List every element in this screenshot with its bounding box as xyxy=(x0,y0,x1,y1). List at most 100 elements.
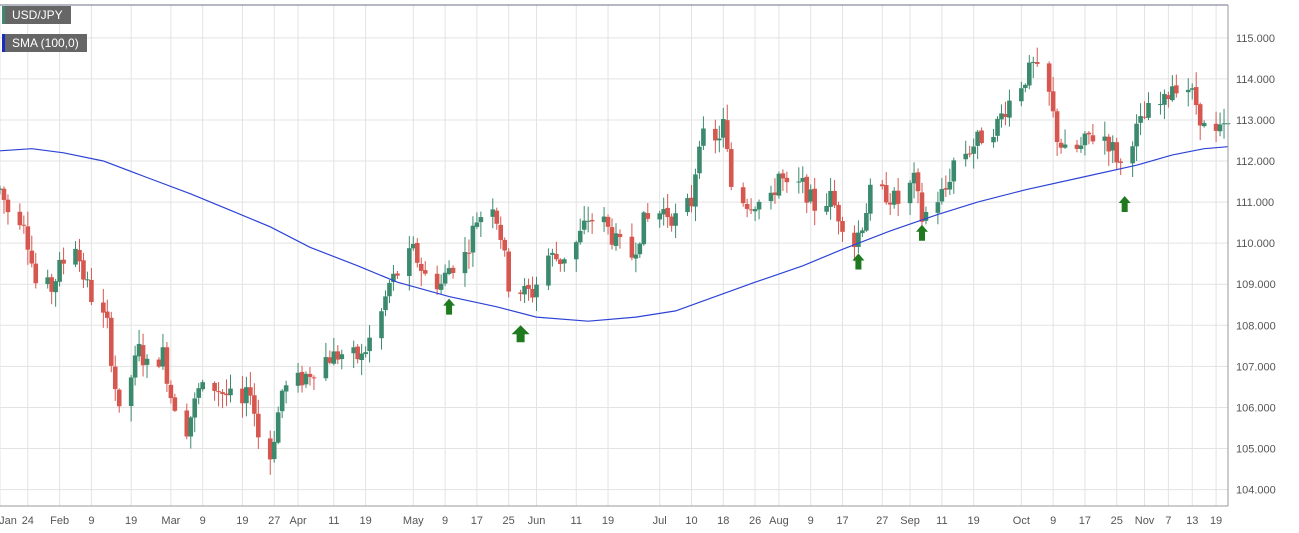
candle xyxy=(740,182,746,207)
candle xyxy=(689,185,694,213)
candle-body xyxy=(1086,132,1092,135)
candle-body xyxy=(367,337,372,352)
candle xyxy=(359,343,364,376)
candle-body xyxy=(1074,144,1080,149)
candle xyxy=(77,238,82,272)
candle-body xyxy=(359,353,364,361)
candle-body xyxy=(144,358,150,365)
candle xyxy=(502,237,508,257)
candle xyxy=(1221,108,1227,139)
candle-body xyxy=(1174,85,1179,94)
candle-body xyxy=(89,279,94,302)
sma-line xyxy=(0,146,1229,322)
candle-body xyxy=(1007,100,1012,118)
candle xyxy=(446,260,452,276)
candle-body xyxy=(21,224,27,226)
candle-body xyxy=(665,207,670,218)
candle-body xyxy=(776,173,782,196)
candle xyxy=(979,127,984,145)
x-tick-label: 18 xyxy=(717,515,729,527)
candle-body xyxy=(506,251,511,292)
candle-body xyxy=(935,202,941,213)
candle-body xyxy=(522,285,527,295)
candle xyxy=(907,180,913,215)
candle-body xyxy=(108,317,114,366)
candle xyxy=(1201,120,1207,128)
candle xyxy=(112,355,118,401)
candle-body xyxy=(883,185,889,203)
candle-body xyxy=(530,289,535,298)
candle-body xyxy=(856,232,861,247)
candle-body xyxy=(1050,91,1056,112)
candle xyxy=(494,207,500,230)
candle-body xyxy=(1193,87,1199,106)
candle-body xyxy=(963,153,969,160)
support-arrow xyxy=(511,325,530,343)
candle xyxy=(812,177,817,226)
candle xyxy=(383,290,388,317)
candle-body xyxy=(29,250,35,264)
candle-body xyxy=(466,252,472,254)
candle xyxy=(685,193,690,216)
candle xyxy=(967,145,972,158)
candle-body xyxy=(669,216,674,226)
candle-body xyxy=(1082,133,1088,146)
candle xyxy=(220,389,225,409)
candle-body xyxy=(999,113,1004,120)
x-tick-label: Apr xyxy=(289,515,306,527)
candle xyxy=(991,128,996,148)
candle-body xyxy=(804,176,810,203)
x-tick-label: 9 xyxy=(200,515,206,527)
y-tick-label: 112.000 xyxy=(1236,156,1275,168)
support-arrow xyxy=(915,224,928,241)
candle-body xyxy=(220,392,225,394)
candle xyxy=(879,180,885,190)
candle xyxy=(1130,141,1135,177)
candle-body xyxy=(717,138,722,141)
candle xyxy=(577,218,583,245)
candle xyxy=(196,383,202,405)
candle xyxy=(498,216,504,249)
symbol-swatch xyxy=(2,6,5,24)
candle-body xyxy=(283,385,289,392)
candle xyxy=(256,399,261,449)
x-tick-label: 10 xyxy=(685,515,697,527)
candle-body xyxy=(1078,145,1084,149)
candle xyxy=(776,171,782,199)
y-tick-label: 109.000 xyxy=(1236,279,1276,291)
candle-body xyxy=(518,292,523,294)
candle xyxy=(367,325,372,363)
candle xyxy=(1090,124,1096,145)
candle-body xyxy=(116,389,122,407)
candle-body xyxy=(0,188,3,190)
candle-body xyxy=(645,213,651,219)
candle xyxy=(156,357,162,369)
y-tick-label: 108.000 xyxy=(1236,320,1276,332)
candle xyxy=(1134,114,1139,162)
candle-body xyxy=(248,387,253,396)
candle xyxy=(558,258,563,272)
candle-body xyxy=(156,359,162,367)
candle-body xyxy=(685,198,690,213)
candle-body xyxy=(828,190,833,207)
candle-body xyxy=(224,393,229,396)
candle-body xyxy=(744,203,750,209)
candle-body xyxy=(474,222,480,227)
candle-body xyxy=(395,273,400,276)
candle xyxy=(1110,135,1116,164)
candle-body xyxy=(577,230,583,243)
candle xyxy=(891,187,897,209)
candle xyxy=(1030,56,1036,79)
candle-body xyxy=(1019,88,1024,102)
candle-body xyxy=(339,354,345,360)
candle xyxy=(116,388,122,413)
candle xyxy=(271,430,277,463)
candle-body xyxy=(1142,116,1147,118)
candle xyxy=(279,388,285,419)
candle xyxy=(1102,121,1108,155)
candle xyxy=(840,216,845,242)
candle xyxy=(216,382,221,407)
candle xyxy=(307,366,313,386)
candle xyxy=(1189,83,1195,100)
